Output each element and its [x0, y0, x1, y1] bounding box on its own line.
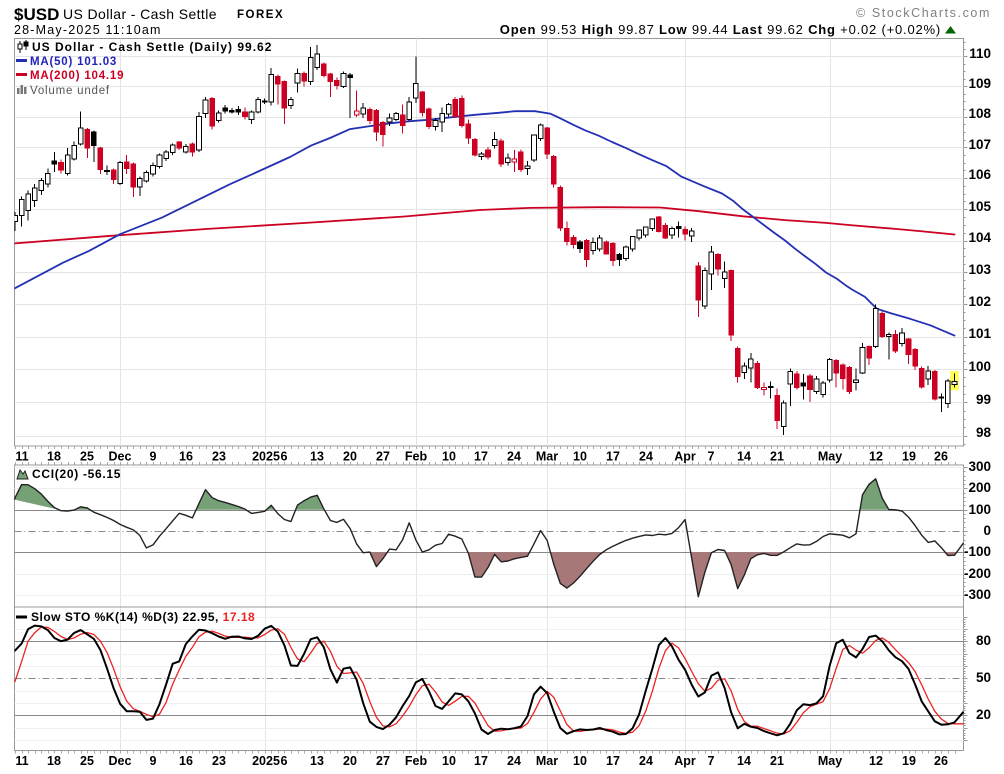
- svg-text:28-May-2025 11:10am: 28-May-2025 11:10am: [14, 23, 162, 37]
- svg-text:17: 17: [606, 754, 620, 768]
- svg-text:7: 7: [708, 450, 715, 464]
- svg-text:21: 21: [770, 450, 784, 464]
- svg-text:MA(200) 104.19: MA(200) 104.19: [30, 70, 124, 82]
- svg-text:9: 9: [150, 754, 157, 768]
- svg-text:0: 0: [983, 523, 991, 538]
- svg-text:20: 20: [343, 450, 357, 464]
- svg-text:20: 20: [976, 707, 991, 722]
- svg-text:19: 19: [902, 754, 916, 768]
- svg-text:101: 101: [968, 326, 991, 341]
- svg-text:US Dollar - Cash Settle (Daily: US Dollar - Cash Settle (Daily) 99.62: [32, 40, 272, 54]
- svg-text:6: 6: [281, 450, 288, 464]
- svg-text:16: 16: [179, 450, 193, 464]
- svg-text:10: 10: [573, 450, 587, 464]
- svg-text:-100: -100: [964, 544, 991, 559]
- svg-text:MA(50) 101.03: MA(50) 101.03: [30, 56, 117, 68]
- svg-text:11: 11: [15, 450, 28, 464]
- svg-text:108: 108: [968, 106, 991, 121]
- svg-text:Apr: Apr: [674, 754, 696, 768]
- svg-text:27: 27: [376, 450, 390, 464]
- svg-text:12: 12: [869, 754, 883, 768]
- svg-text:105: 105: [968, 199, 991, 214]
- svg-text:10: 10: [442, 450, 456, 464]
- svg-text:13: 13: [310, 754, 324, 768]
- svg-text:9: 9: [150, 450, 157, 464]
- svg-text:23: 23: [212, 754, 226, 768]
- svg-text:Mar: Mar: [536, 450, 558, 464]
- svg-text:Volume undef: Volume undef: [30, 85, 110, 97]
- svg-text:109: 109: [968, 76, 991, 91]
- svg-text:24: 24: [507, 754, 521, 768]
- svg-text:50: 50: [976, 670, 991, 685]
- svg-text:25: 25: [80, 754, 94, 768]
- svg-text:19: 19: [902, 450, 916, 464]
- svg-text:107: 107: [968, 137, 991, 152]
- svg-text:2025: 2025: [252, 754, 280, 768]
- svg-text:FOREX: FOREX: [237, 9, 284, 21]
- svg-text:27: 27: [376, 754, 390, 768]
- svg-text:300: 300: [968, 459, 991, 474]
- svg-text:24: 24: [639, 754, 653, 768]
- svg-text:2025: 2025: [252, 450, 280, 464]
- svg-text:20: 20: [343, 754, 357, 768]
- svg-text:200: 200: [968, 480, 991, 495]
- svg-text:Feb: Feb: [405, 450, 428, 464]
- svg-text:13: 13: [310, 450, 324, 464]
- svg-text:11: 11: [15, 754, 28, 768]
- svg-text:16: 16: [179, 754, 193, 768]
- svg-text:Apr: Apr: [674, 450, 696, 464]
- svg-text:17: 17: [474, 450, 488, 464]
- svg-text:-300: -300: [964, 587, 991, 602]
- svg-text:24: 24: [639, 450, 653, 464]
- svg-text:99: 99: [976, 392, 991, 407]
- svg-text:103: 103: [968, 262, 991, 277]
- svg-text:10: 10: [442, 754, 456, 768]
- svg-text:17: 17: [606, 450, 620, 464]
- svg-text:14: 14: [737, 754, 751, 768]
- svg-text:14: 14: [737, 450, 751, 464]
- svg-text:Dec: Dec: [109, 450, 132, 464]
- svg-text:$USD: $USD: [14, 5, 59, 24]
- svg-text:18: 18: [47, 754, 61, 768]
- svg-text:106: 106: [968, 167, 991, 182]
- svg-text:21: 21: [770, 754, 784, 768]
- svg-text:© StockCharts.com: © StockCharts.com: [856, 6, 991, 20]
- svg-text:80: 80: [976, 633, 991, 648]
- svg-text:6: 6: [281, 754, 288, 768]
- svg-text:102: 102: [968, 294, 991, 309]
- svg-text:CCI(20) -56.15: CCI(20) -56.15: [32, 467, 121, 481]
- svg-text:Open 99.53 High 99.87 Low 99.4: Open 99.53 High 99.87 Low 99.44 Last 99.…: [500, 22, 941, 37]
- svg-text:110: 110: [969, 46, 991, 61]
- svg-text:17: 17: [474, 754, 488, 768]
- svg-text:100: 100: [968, 502, 991, 517]
- svg-text:24: 24: [507, 450, 521, 464]
- svg-text:Mar: Mar: [536, 754, 558, 768]
- svg-text:12: 12: [869, 450, 883, 464]
- svg-text:25: 25: [80, 450, 94, 464]
- svg-text:98: 98: [976, 425, 992, 440]
- svg-text:10: 10: [573, 754, 587, 768]
- svg-text:Slow STO %K(14) %D(3) 22.95, 1: Slow STO %K(14) %D(3) 22.95, 17.18: [31, 610, 255, 624]
- svg-text:May: May: [818, 754, 842, 768]
- svg-text:100: 100: [968, 359, 991, 374]
- svg-text:23: 23: [212, 450, 226, 464]
- svg-text:-200: -200: [964, 566, 991, 581]
- svg-text:104: 104: [968, 230, 991, 245]
- svg-text:7: 7: [708, 754, 715, 768]
- svg-text:Feb: Feb: [405, 754, 428, 768]
- svg-text:Dec: Dec: [109, 754, 132, 768]
- svg-text:26: 26: [934, 450, 948, 464]
- svg-text:26: 26: [934, 754, 948, 768]
- svg-text:May: May: [818, 450, 842, 464]
- svg-text:US Dollar - Cash Settle: US Dollar - Cash Settle: [63, 6, 217, 22]
- svg-text:18: 18: [47, 450, 61, 464]
